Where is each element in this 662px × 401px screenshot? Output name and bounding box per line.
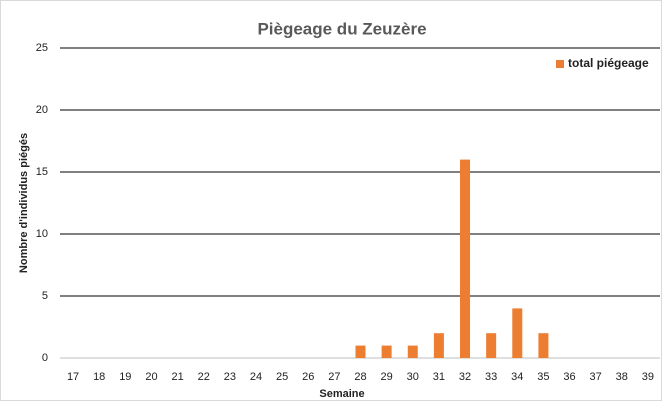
x-tick-label: 19 xyxy=(119,371,131,383)
x-tick-label: 23 xyxy=(224,371,236,383)
x-tick-label: 20 xyxy=(145,371,157,383)
bar xyxy=(538,333,549,358)
bar xyxy=(433,333,444,358)
x-tick-label: 24 xyxy=(250,371,262,383)
x-tick-label: 33 xyxy=(485,371,497,383)
chart-title: Piègeage du Zeuzère xyxy=(257,19,426,38)
x-axis-label: Semaine xyxy=(319,388,364,400)
x-tick-label: 29 xyxy=(381,371,393,383)
x-tick-label: 36 xyxy=(563,371,575,383)
bar xyxy=(512,308,523,358)
x-tick-label: 39 xyxy=(642,371,654,383)
x-tick-label: 18 xyxy=(93,371,105,383)
x-tick-label: 25 xyxy=(276,371,288,383)
x-tick-label: 32 xyxy=(459,371,471,383)
x-tick-label: 35 xyxy=(537,371,549,383)
y-tick-label: 15 xyxy=(36,166,48,178)
x-tick-label: 22 xyxy=(198,371,210,383)
bar xyxy=(486,333,497,358)
x-tick-label: 27 xyxy=(328,371,340,383)
bar xyxy=(460,159,471,358)
bar xyxy=(355,345,366,358)
y-tick-label: 25 xyxy=(36,42,48,54)
x-tick-label: 31 xyxy=(433,371,445,383)
bar xyxy=(381,345,392,358)
y-tick-label: 0 xyxy=(42,352,48,364)
x-tick-label: 26 xyxy=(302,371,314,383)
x-tick-label: 17 xyxy=(67,371,79,383)
bar xyxy=(407,345,418,358)
legend-swatch xyxy=(556,60,564,68)
legend-label: total piégeage xyxy=(568,56,649,70)
x-tick-label: 38 xyxy=(616,371,628,383)
x-tick-label: 37 xyxy=(590,371,602,383)
x-tick-label: 30 xyxy=(407,371,419,383)
y-tick-label: 5 xyxy=(42,290,48,302)
y-tick-label: 20 xyxy=(36,104,48,116)
y-axis-label: Nombre d'individus piégés xyxy=(18,133,30,273)
x-tick-label: 34 xyxy=(511,371,523,383)
x-tick-label: 28 xyxy=(354,371,366,383)
y-tick-label: 10 xyxy=(36,228,48,240)
x-tick-label: 21 xyxy=(171,371,183,383)
